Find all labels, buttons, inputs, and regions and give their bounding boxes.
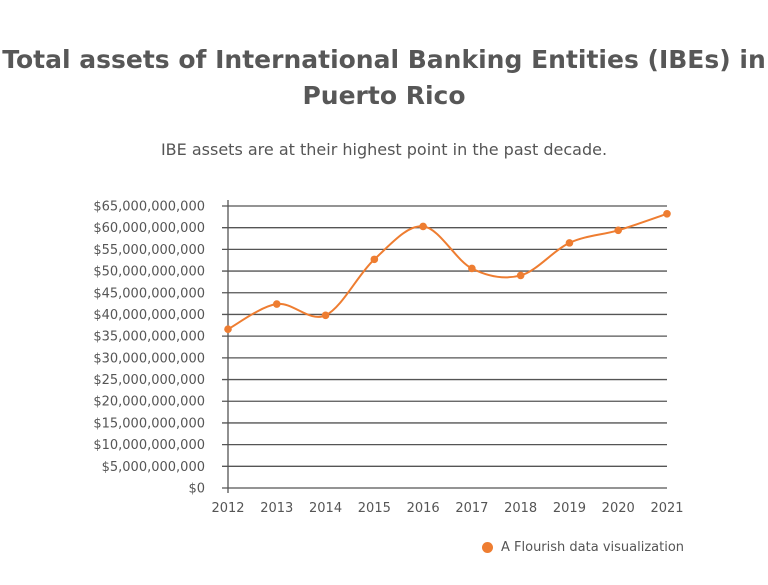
data-point xyxy=(272,300,281,308)
y-tick-label: $5,000,000,000 xyxy=(102,460,205,475)
y-tick-label: $40,000,000,000 xyxy=(93,308,205,323)
x-tick-label: 2012 xyxy=(211,501,244,516)
data-point xyxy=(663,210,671,218)
data-point xyxy=(516,271,525,280)
y-tick-label: $20,000,000,000 xyxy=(93,395,205,410)
x-tick-label: 2019 xyxy=(553,501,586,516)
y-tick-label: $35,000,000,000 xyxy=(93,330,205,345)
y-tick-label: $10,000,000,000 xyxy=(93,438,205,453)
y-tick-label: $45,000,000,000 xyxy=(93,286,205,301)
y-tick-label: $60,000,000,000 xyxy=(93,221,205,236)
y-tick-label: $50,000,000,000 xyxy=(93,265,205,280)
data-point xyxy=(370,255,379,264)
x-tick-label: 2017 xyxy=(455,501,488,516)
y-tick-label: $55,000,000,000 xyxy=(93,243,205,258)
data-point xyxy=(565,239,574,247)
y-tick-label: $30,000,000,000 xyxy=(93,351,205,366)
x-tick-label: 2021 xyxy=(650,501,683,516)
y-tick-label: $0 xyxy=(188,482,205,497)
chart-title: Total assets of International Banking En… xyxy=(2,45,766,110)
series-line xyxy=(227,212,668,331)
x-tick-label: 2013 xyxy=(260,501,293,516)
x-tick-label: 2014 xyxy=(309,501,342,516)
legend: A Flourish data visualization xyxy=(482,540,684,555)
y-tick-label: $15,000,000,000 xyxy=(93,416,205,431)
legend-dot-icon xyxy=(482,542,493,553)
x-tick-label: 2015 xyxy=(358,501,391,516)
x-tick-label: 2018 xyxy=(504,501,537,516)
data-point xyxy=(419,222,427,231)
data-point xyxy=(224,325,232,334)
x-tick-label: 2016 xyxy=(407,501,440,516)
y-tick-label: $25,000,000,000 xyxy=(93,373,205,388)
y-tick-label: $65,000,000,000 xyxy=(93,200,205,215)
data-point xyxy=(614,226,623,235)
chart-subtitle: IBE assets are at their highest point in… xyxy=(160,140,608,159)
data-point xyxy=(321,311,330,320)
x-tick-label: 2020 xyxy=(602,501,635,516)
legend-label: A Flourish data visualization xyxy=(501,540,685,555)
data-point xyxy=(468,264,476,273)
